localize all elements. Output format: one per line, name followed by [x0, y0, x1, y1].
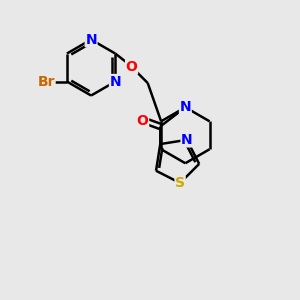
Text: O: O: [126, 60, 137, 74]
Text: N: N: [110, 74, 121, 88]
Text: N: N: [179, 100, 191, 114]
Text: N: N: [85, 33, 97, 46]
Text: S: S: [175, 176, 185, 190]
Text: N: N: [181, 133, 193, 147]
Text: Br: Br: [38, 74, 55, 88]
Text: O: O: [137, 114, 148, 128]
